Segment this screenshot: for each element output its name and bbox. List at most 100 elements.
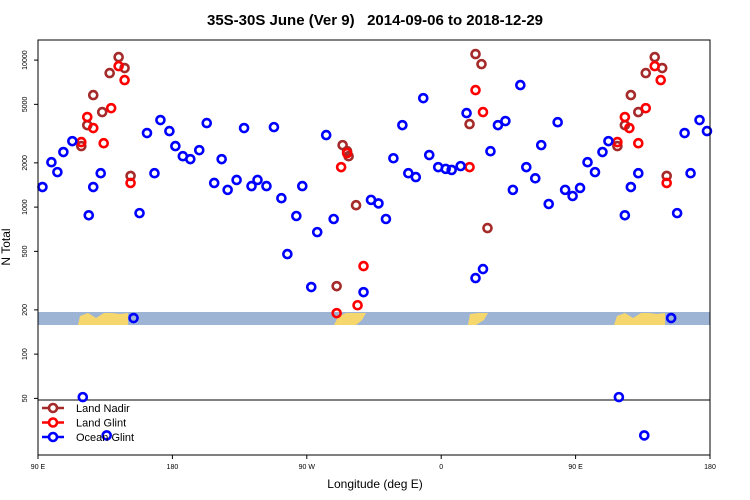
- point: [46, 156, 57, 168]
- point: [276, 192, 287, 204]
- point: [252, 174, 263, 186]
- point: [320, 129, 332, 141]
- point: [640, 67, 652, 79]
- point: [671, 207, 683, 219]
- point: [119, 74, 130, 86]
- point: [87, 181, 99, 193]
- legend-marker: [47, 402, 59, 414]
- point: [238, 122, 250, 134]
- y-tick-label: 50: [22, 394, 29, 402]
- point: [423, 149, 435, 161]
- point: [81, 111, 93, 123]
- point: [552, 116, 563, 128]
- point: [291, 210, 302, 222]
- point: [77, 391, 89, 403]
- point: [464, 118, 475, 130]
- y-tick-label: 200: [22, 304, 29, 316]
- legend-marker: [47, 431, 59, 443]
- point: [149, 167, 160, 179]
- x-axis-label: Longitude (deg E): [327, 477, 422, 491]
- point: [485, 145, 496, 157]
- point: [476, 58, 487, 70]
- point: [582, 156, 593, 168]
- point: [507, 184, 519, 196]
- point: [246, 180, 257, 192]
- point: [125, 177, 136, 189]
- point: [649, 51, 661, 63]
- point: [358, 260, 369, 272]
- point: [76, 140, 87, 152]
- point: [67, 135, 78, 147]
- x-tick-label: 90 W: [299, 464, 316, 471]
- plot-frame: [37, 39, 711, 456]
- point: [98, 137, 110, 149]
- point: [482, 222, 493, 234]
- point: [311, 226, 323, 238]
- point: [500, 115, 511, 127]
- point: [105, 102, 117, 114]
- point: [155, 114, 166, 126]
- point: [685, 167, 696, 179]
- legend-marker: [47, 417, 59, 428]
- y-tick-label: 2000: [22, 155, 29, 171]
- point: [52, 166, 63, 178]
- point: [477, 106, 489, 118]
- point: [638, 430, 650, 441]
- point: [397, 119, 408, 131]
- point: [665, 312, 677, 324]
- point: [185, 153, 196, 165]
- point: [446, 164, 457, 176]
- y-tick-label: 500: [22, 245, 29, 257]
- y-tick-label: 10000: [22, 50, 29, 70]
- point: [87, 122, 99, 134]
- point: [216, 153, 227, 165]
- point: [470, 272, 481, 284]
- point: [624, 122, 635, 134]
- legend-label: Land Glint: [76, 418, 126, 430]
- point: [350, 199, 362, 211]
- point: [417, 92, 429, 104]
- point: [574, 182, 586, 194]
- point: [358, 286, 369, 298]
- point: [470, 84, 481, 96]
- point: [83, 209, 95, 221]
- point: [87, 89, 99, 101]
- point: [655, 74, 667, 86]
- point: [440, 163, 451, 175]
- point: [113, 51, 124, 63]
- y-tick-label: 1000: [22, 199, 29, 215]
- point: [297, 180, 308, 192]
- x-tick-label: 180: [167, 464, 179, 471]
- point: [331, 280, 342, 292]
- point: [410, 171, 422, 183]
- point: [649, 60, 661, 72]
- legend-label: Land Nadir: [76, 403, 130, 415]
- point: [58, 146, 69, 158]
- point: [268, 121, 280, 133]
- point: [222, 184, 233, 196]
- point: [633, 137, 644, 149]
- point: [661, 177, 672, 189]
- point: [119, 62, 130, 74]
- point: [96, 106, 108, 118]
- point: [521, 161, 532, 173]
- point: [543, 198, 555, 210]
- map-strip: [38, 312, 710, 325]
- point: [461, 107, 472, 119]
- point: [625, 89, 637, 101]
- y-tick-label: 5000: [22, 96, 29, 112]
- y-tick-label: 100: [22, 348, 29, 360]
- point: [113, 60, 124, 72]
- point: [328, 213, 339, 225]
- point: [201, 117, 213, 129]
- point: [589, 166, 601, 178]
- chart-title: 35S-30S June (Ver 9) 2014-09-06 to 2018-…: [207, 12, 543, 29]
- point: [612, 140, 623, 152]
- point: [170, 140, 181, 152]
- point: [331, 307, 342, 319]
- point: [164, 125, 175, 137]
- point: [633, 167, 644, 179]
- point: [535, 139, 547, 151]
- point: [104, 67, 115, 79]
